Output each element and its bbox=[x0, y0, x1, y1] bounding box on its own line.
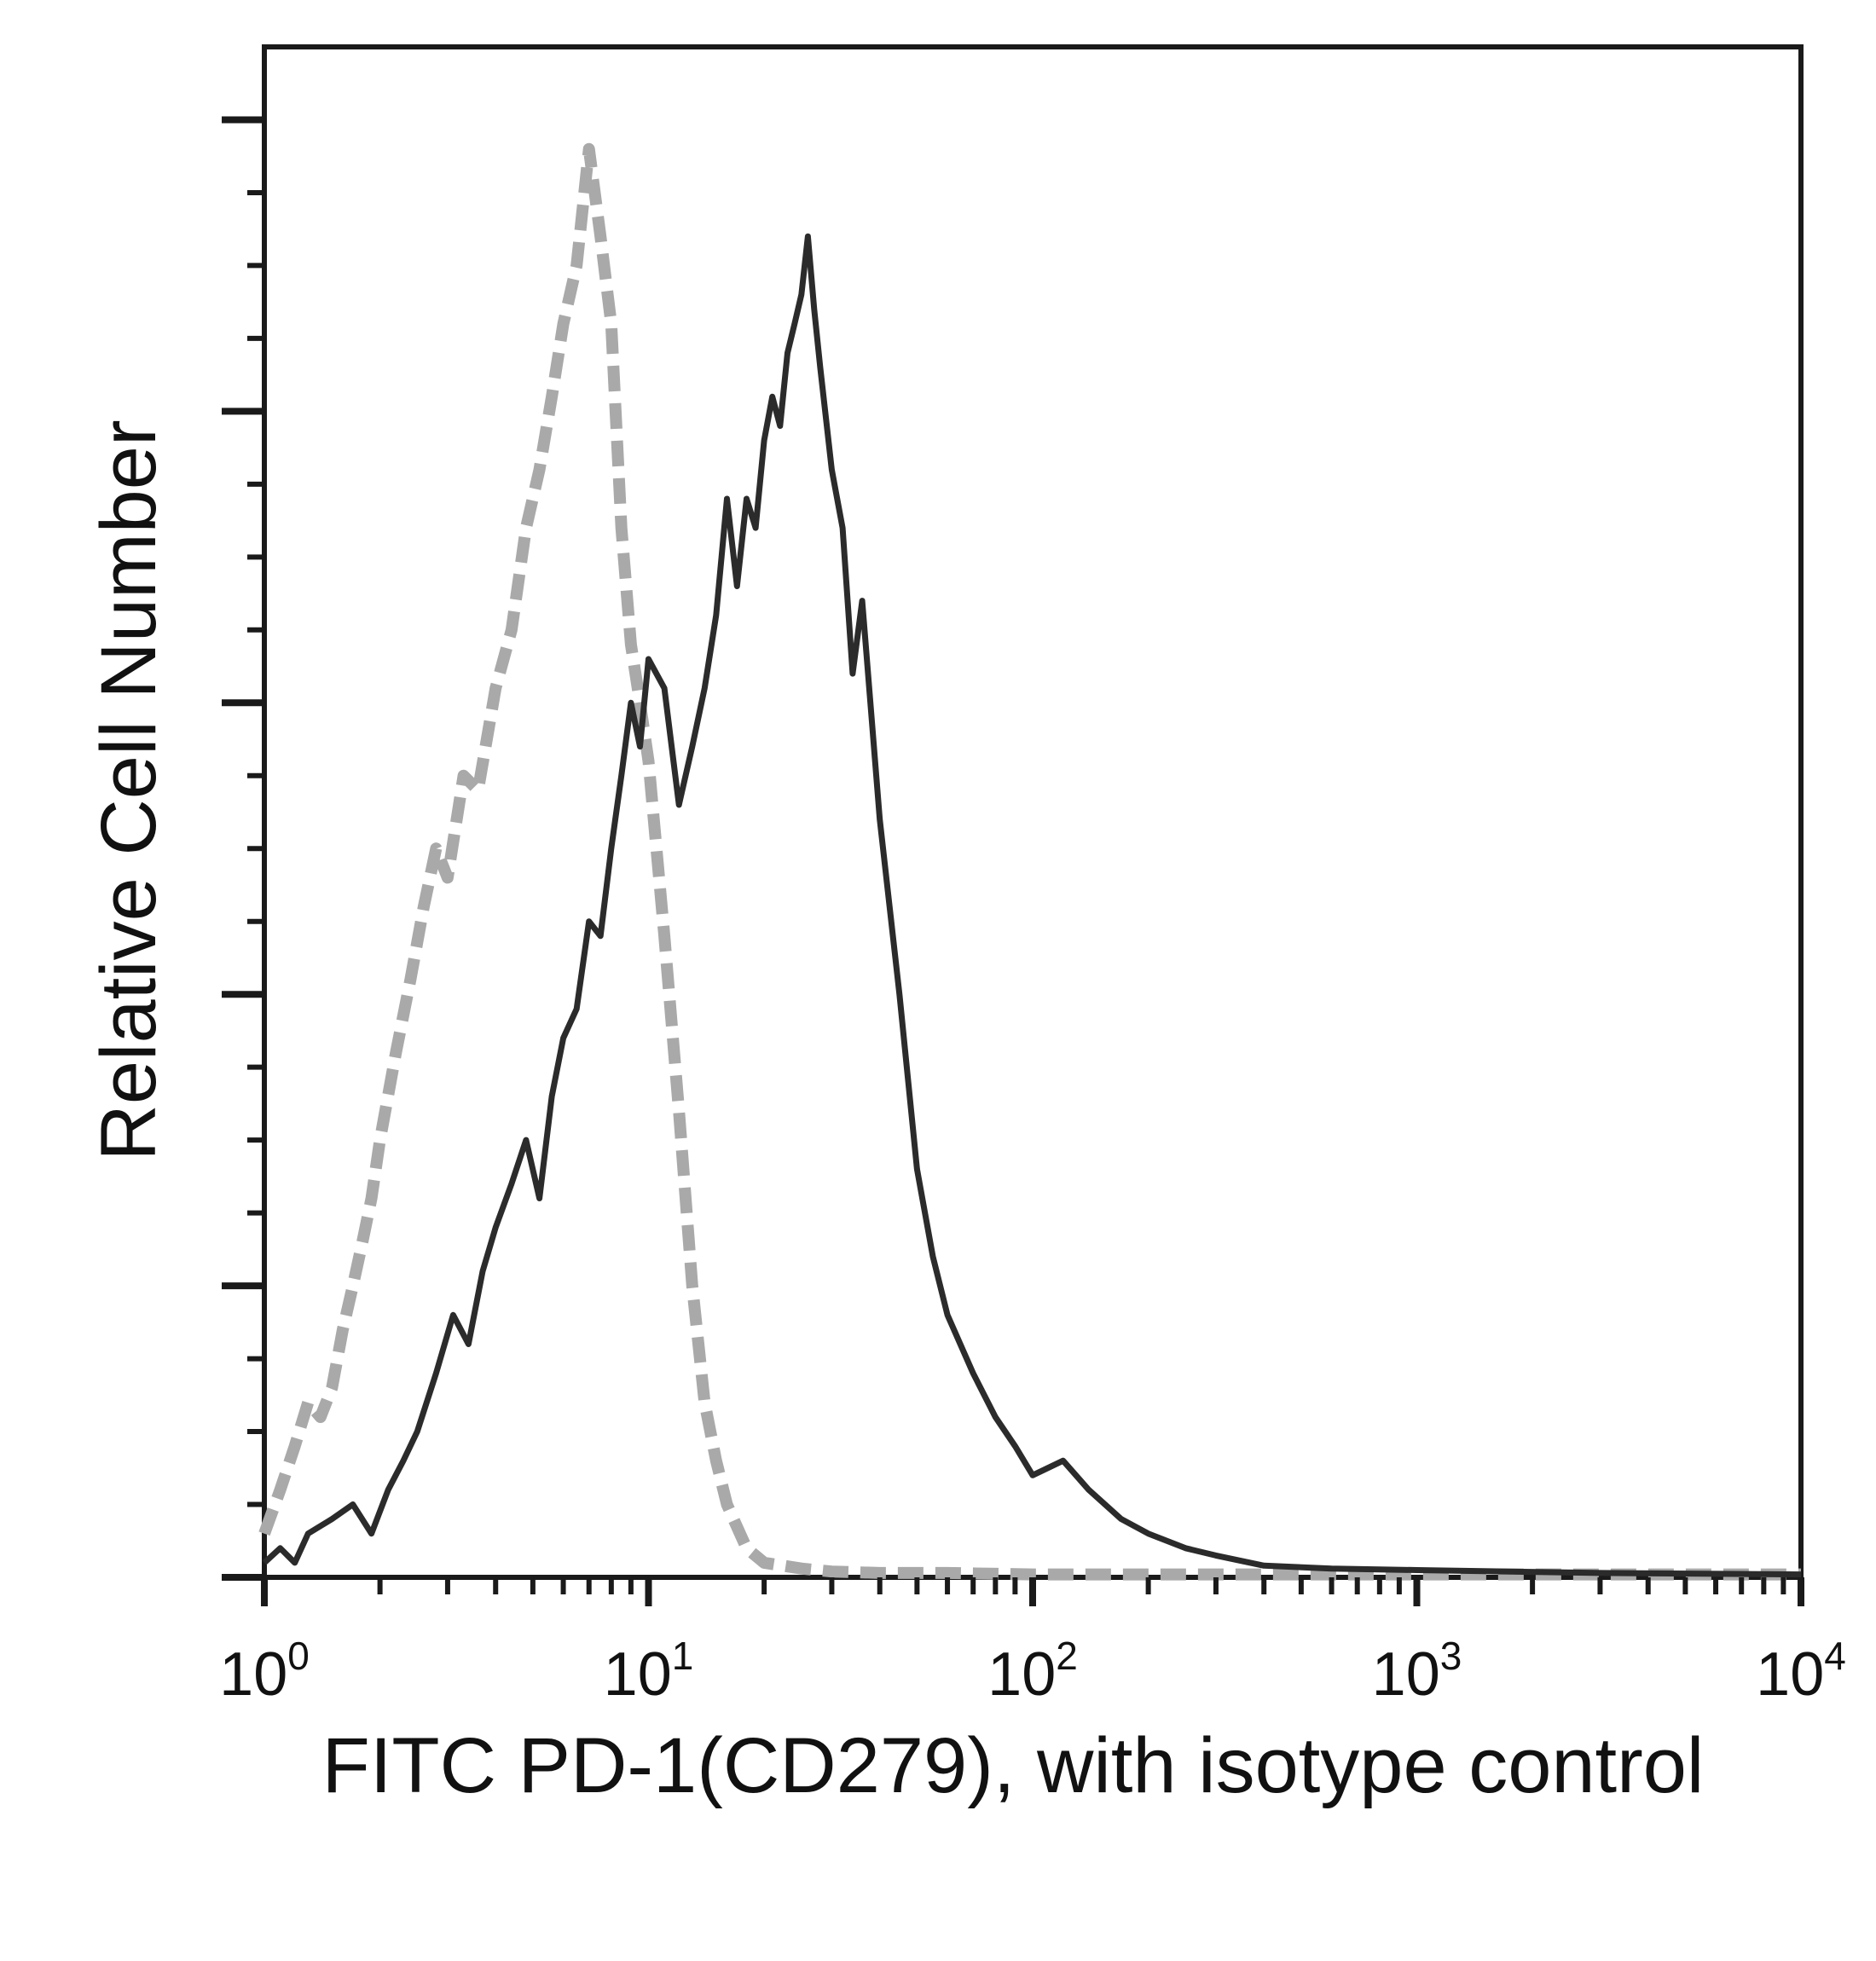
y-axis-label: Relative Cell Number bbox=[85, 419, 172, 1160]
x-tick-label: 104 bbox=[1756, 1634, 1846, 1709]
series-layer bbox=[258, 142, 1802, 1581]
x-axis-tick-labels: 100 101 102 103 104 bbox=[219, 1634, 1846, 1709]
y-axis-ticks bbox=[222, 116, 264, 1581]
plot-frame bbox=[262, 44, 1804, 1580]
x-tick-label: 100 bbox=[219, 1634, 310, 1709]
x-tick-label: 102 bbox=[987, 1634, 1078, 1709]
series-line-isotype-control bbox=[258, 142, 1801, 1581]
x-axis-label: FITC PD-1(CD279), with isotype control bbox=[322, 1722, 1705, 1809]
x-tick-label: 101 bbox=[604, 1634, 694, 1709]
x-axis-ticks bbox=[261, 1577, 1804, 1606]
plot-area: 100 101 102 103 104 bbox=[219, 44, 1846, 1709]
series-line-pd1 bbox=[262, 233, 1802, 1578]
x-tick-label: 103 bbox=[1372, 1634, 1462, 1709]
